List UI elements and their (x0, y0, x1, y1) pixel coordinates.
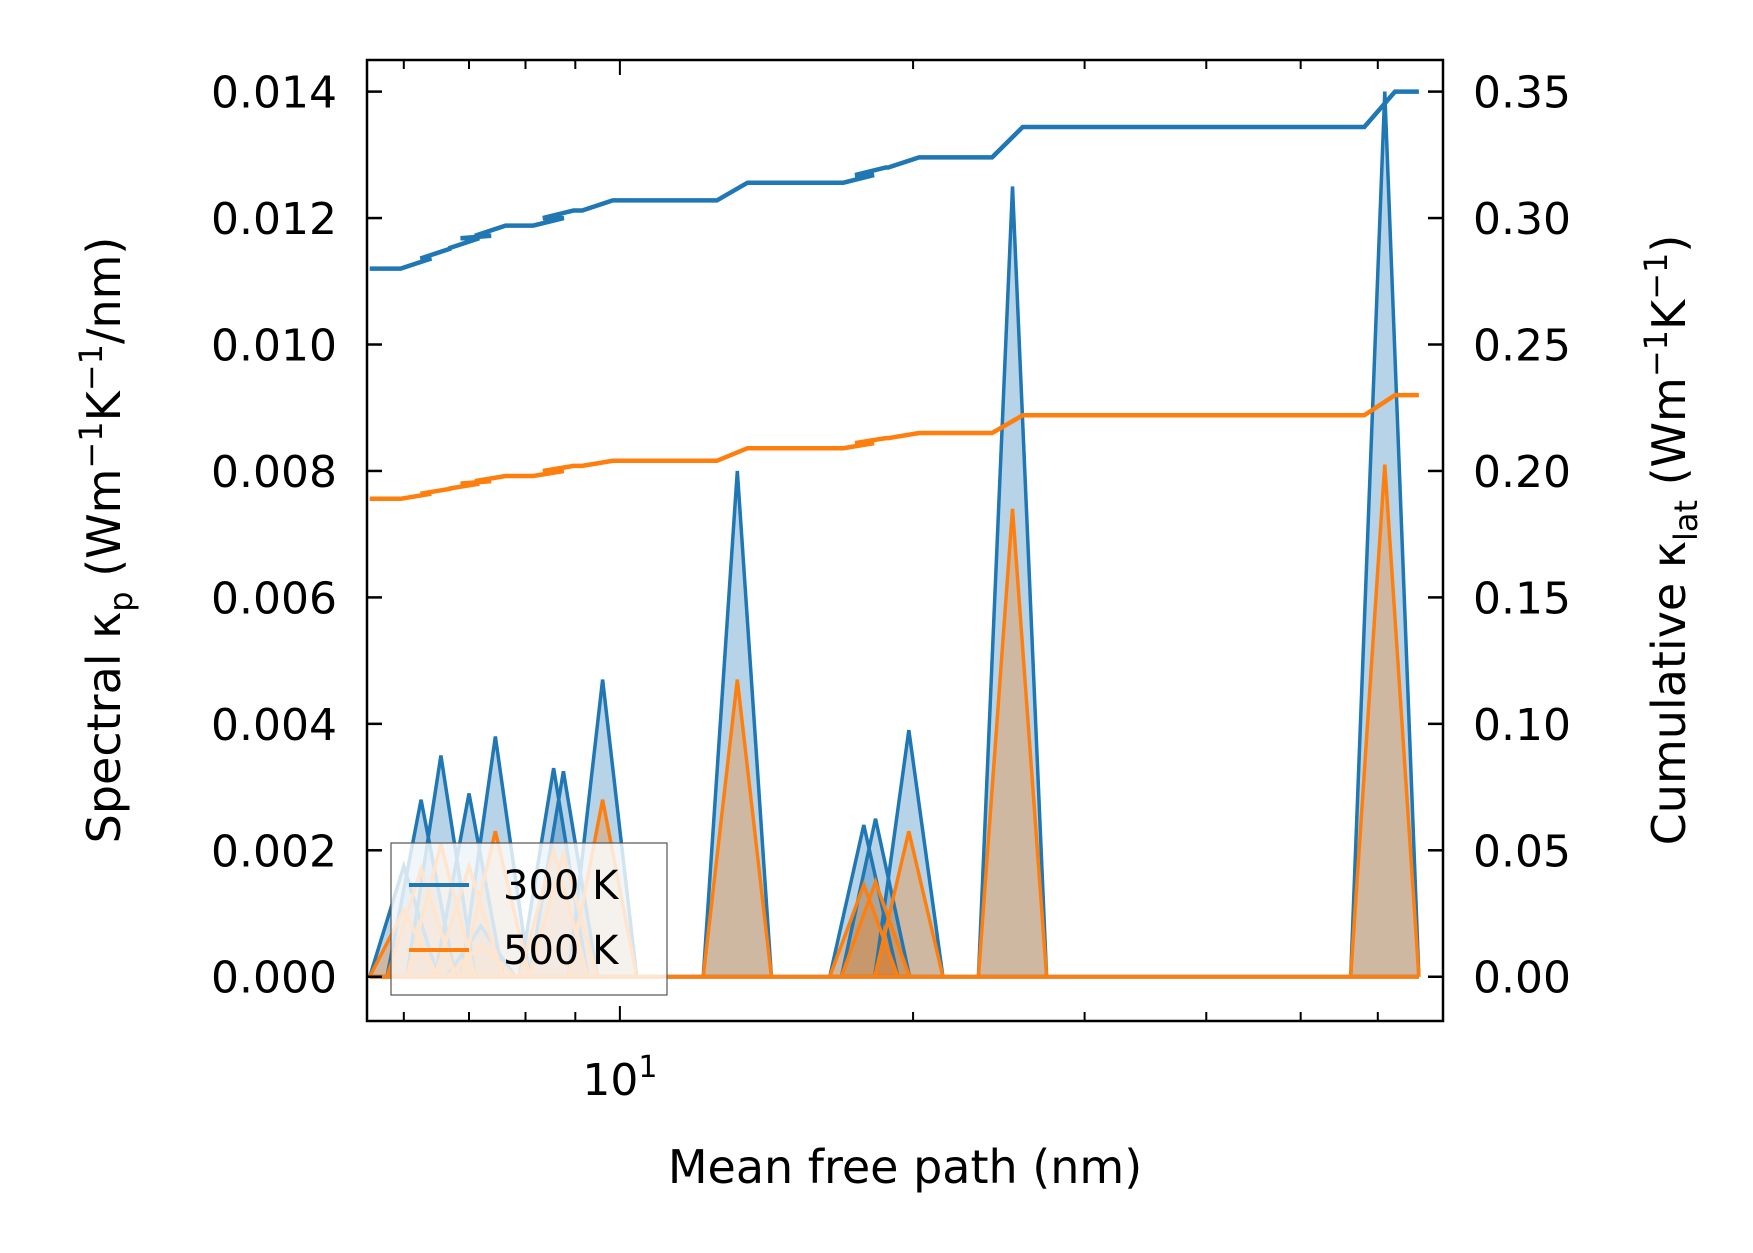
right-tick-label: 0.25 (1473, 321, 1571, 372)
spectral-fill-300K-11 (841, 818, 910, 977)
left-y-axis-title: Spectral κp (Wm−1K−1/nm) (72, 237, 140, 844)
right-y-axis-title: Cumulative κlat (Wm−1K−1) (1637, 235, 1705, 846)
legend-label-500K: 500 K (503, 928, 620, 974)
right-tick-label: 0.05 (1473, 826, 1571, 877)
x-tick-label: 101 (582, 1050, 657, 1106)
spectral-peak-500K-11 (839, 876, 912, 978)
right-y-tick-labels: 0.00 0.05 0.10 0.15 0.20 0.25 0.30 0.35 (1473, 68, 1571, 1004)
cumulative-line-300K (369, 89, 1419, 271)
spectral-fill-500K-12 (874, 831, 943, 977)
spectral-peak-500K-13 (976, 508, 1049, 977)
spectral-peak-500K-9 (701, 679, 774, 977)
spectral-fill-300K-12 (874, 730, 943, 977)
left-tick-label: 0.008 (211, 447, 337, 498)
left-tick-label: 0.012 (211, 194, 337, 245)
right-tick-label: 0.20 (1473, 447, 1571, 498)
spectral-peak-300K-13 (976, 186, 1049, 977)
plot-frame (365, 58, 1445, 1023)
legend: 300 K 500 K (390, 842, 668, 996)
legend-label-300K: 300 K (503, 863, 620, 909)
spectral-fill-500K-9 (703, 679, 772, 977)
spectral-fill-500K-14 (1350, 464, 1419, 977)
spectral-fill-300K-9 (703, 470, 772, 977)
cumulative-line-layer (369, 89, 1419, 502)
right-tick-label: 0.10 (1473, 700, 1571, 751)
left-tick-label: 0.000 (211, 953, 337, 1004)
right-tick-label: 0.00 (1473, 953, 1571, 1004)
right-tick-label: 0.35 (1473, 68, 1571, 119)
left-tick-label: 0.002 (211, 826, 337, 877)
spectral-peak-300K-9 (701, 470, 774, 977)
spectral-fill-300K-13 (978, 186, 1047, 977)
x-tick-labels: 101 (582, 1050, 657, 1106)
right-tick-label: 0.15 (1473, 573, 1571, 624)
x-axis-title: Mean free path (nm) (668, 1140, 1142, 1194)
left-tick-label: 0.014 (211, 68, 337, 119)
spectral-peak-300K-14 (1348, 91, 1421, 977)
right-tick-label: 0.30 (1473, 194, 1571, 245)
left-tick-label: 0.010 (211, 321, 337, 372)
spectral-peak-500K-12 (873, 830, 945, 978)
left-y-tick-labels: 0.000 0.002 0.004 0.006 0.008 0.010 0.012 0.014 (211, 68, 337, 1004)
left-tick-label: 0.004 (211, 700, 337, 751)
spectral-fill-500K-13 (978, 508, 1047, 977)
spectral-peak-300K-11 (839, 818, 912, 978)
left-tick-label: 0.006 (211, 573, 337, 624)
cumulative-line-500K (369, 392, 1419, 502)
tick-marks (367, 60, 1444, 1021)
spectral-peak-500K-14 (1348, 464, 1421, 977)
spectral-peak-500K-10 (828, 880, 900, 978)
legend-box (390, 842, 668, 996)
spectral-fill-300K-14 (1350, 91, 1419, 977)
spectral-peak-300K-12 (873, 729, 945, 977)
